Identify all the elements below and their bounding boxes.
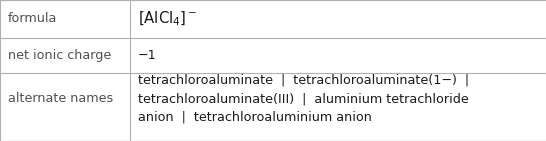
Text: $[\mathrm{AlCl}_4]^-$: $[\mathrm{AlCl}_4]^-$ bbox=[138, 10, 198, 28]
Text: tetrachloroaluminate  |  tetrachloroaluminate(1−)  |
tetrachloroaluminate(III)  : tetrachloroaluminate | tetrachloroalumin… bbox=[138, 74, 469, 124]
Text: net ionic charge: net ionic charge bbox=[8, 49, 111, 62]
Text: −1: −1 bbox=[138, 49, 157, 62]
Text: alternate names: alternate names bbox=[8, 92, 113, 105]
Text: formula: formula bbox=[8, 13, 57, 26]
